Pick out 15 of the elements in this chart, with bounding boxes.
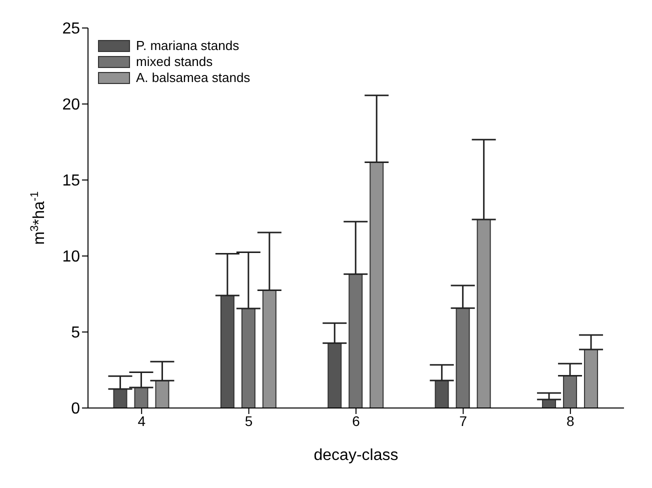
y-tick-label: 25: [62, 20, 80, 38]
legend-label: A. balsamea stands: [136, 70, 250, 86]
x-axis-title: decay-class: [314, 447, 398, 464]
x-tick-label: 8: [566, 412, 574, 429]
x-tick-label: 4: [138, 412, 146, 429]
y-tick-label: 10: [62, 248, 80, 266]
y-tick-label: 15: [62, 172, 80, 190]
legend-label: P. mariana stands: [136, 38, 240, 54]
x-tick-label: 6: [352, 412, 360, 429]
legend-label: mixed stands: [136, 54, 213, 70]
y-tick-label: 20: [62, 96, 80, 114]
x-tick-label: 7: [459, 412, 468, 429]
y-tick-label: 5: [71, 324, 80, 342]
x-tick-label: 5: [244, 412, 253, 429]
y-tick-label: 0: [71, 400, 80, 418]
